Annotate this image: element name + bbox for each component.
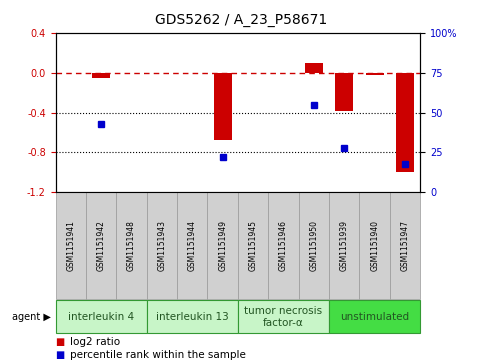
Text: GSM1151942: GSM1151942 [97,220,106,272]
Bar [92,73,110,78]
Text: interleukin 4: interleukin 4 [68,312,134,322]
Bar [116,192,147,299]
Bar [86,192,116,299]
Bar [390,192,420,299]
Bar [56,300,147,333]
Bar [305,62,323,73]
Text: GSM1151945: GSM1151945 [249,220,257,272]
Bar [366,73,384,75]
Bar [147,300,238,333]
Text: ■: ■ [56,337,65,347]
Text: GDS5262 / A_23_P58671: GDS5262 / A_23_P58671 [156,13,327,27]
Bar [329,300,420,333]
Bar [56,192,86,299]
Text: tumor necrosis
factor-α: tumor necrosis factor-α [244,306,323,327]
Bar [268,192,298,299]
Text: GSM1151941: GSM1151941 [66,220,75,272]
Text: GSM1151944: GSM1151944 [188,220,197,272]
Text: ■: ■ [56,350,65,360]
Bar [396,73,414,172]
Text: interleukin 13: interleukin 13 [156,312,228,322]
Text: GSM1151949: GSM1151949 [218,220,227,272]
Text: unstimulated: unstimulated [340,312,409,322]
Bar [335,73,354,111]
Bar [238,192,268,299]
Bar [238,300,329,333]
Text: GSM1151939: GSM1151939 [340,220,349,272]
Text: log2 ratio: log2 ratio [70,337,120,347]
Bar [208,192,238,299]
Text: agent ▶: agent ▶ [12,312,51,322]
Text: GSM1151950: GSM1151950 [309,220,318,272]
Text: percentile rank within the sample: percentile rank within the sample [70,350,246,360]
Text: GSM1151946: GSM1151946 [279,220,288,272]
Bar [177,192,208,299]
Bar [359,192,390,299]
Text: GSM1151943: GSM1151943 [157,220,167,272]
Text: GSM1151947: GSM1151947 [400,220,410,272]
Bar [147,192,177,299]
Bar [213,73,232,140]
Bar [329,192,359,299]
Text: GSM1151940: GSM1151940 [370,220,379,272]
Bar [298,192,329,299]
Text: GSM1151948: GSM1151948 [127,220,136,272]
